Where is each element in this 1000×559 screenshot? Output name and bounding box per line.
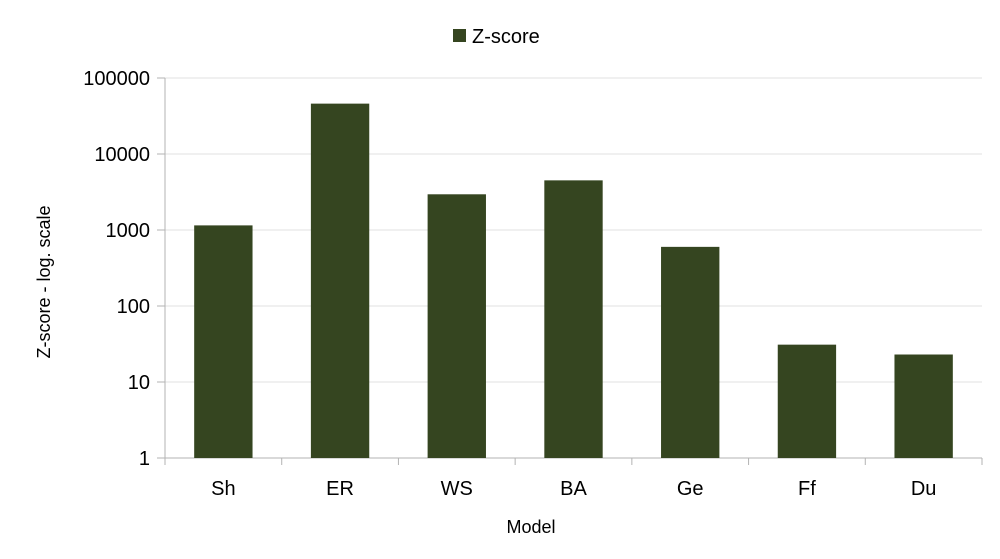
x-tick-labels: Sh ER WS BA Ge Ff Du bbox=[211, 478, 936, 500]
bar-du bbox=[894, 354, 953, 458]
y-tick-label: 100000 bbox=[83, 68, 150, 90]
y-tick-labels: 1 10 100 1000 10000 100000 bbox=[83, 68, 150, 470]
y-axis-title: Z-score - log. scale bbox=[34, 205, 54, 358]
legend-label: Z-score bbox=[472, 26, 540, 48]
x-tick-label: Sh bbox=[211, 478, 235, 500]
bar-ws bbox=[427, 194, 486, 459]
x-tick-label: BA bbox=[560, 478, 587, 500]
x-tick-label: Ff bbox=[798, 478, 816, 500]
x-tick-label: ER bbox=[326, 478, 354, 500]
x-axis-title: Model bbox=[506, 517, 555, 537]
y-tick-label: 1000 bbox=[106, 220, 151, 242]
bar-er bbox=[310, 103, 370, 458]
bar-ge bbox=[661, 246, 720, 458]
x-tick-label: WS bbox=[441, 478, 473, 500]
legend-swatch bbox=[453, 29, 466, 42]
bar-sh bbox=[194, 225, 253, 458]
y-tick-label: 10000 bbox=[94, 144, 150, 166]
x-tick-label: Du bbox=[911, 478, 937, 500]
legend: Z-score bbox=[453, 26, 540, 48]
bar-ff bbox=[777, 344, 837, 458]
y-tick-label: 1 bbox=[139, 448, 150, 470]
bars bbox=[194, 103, 953, 459]
x-tick-label: Ge bbox=[677, 478, 704, 500]
bar-ba bbox=[544, 180, 603, 459]
y-tick-label: 100 bbox=[117, 296, 150, 318]
y-tick-label: 10 bbox=[128, 372, 150, 394]
